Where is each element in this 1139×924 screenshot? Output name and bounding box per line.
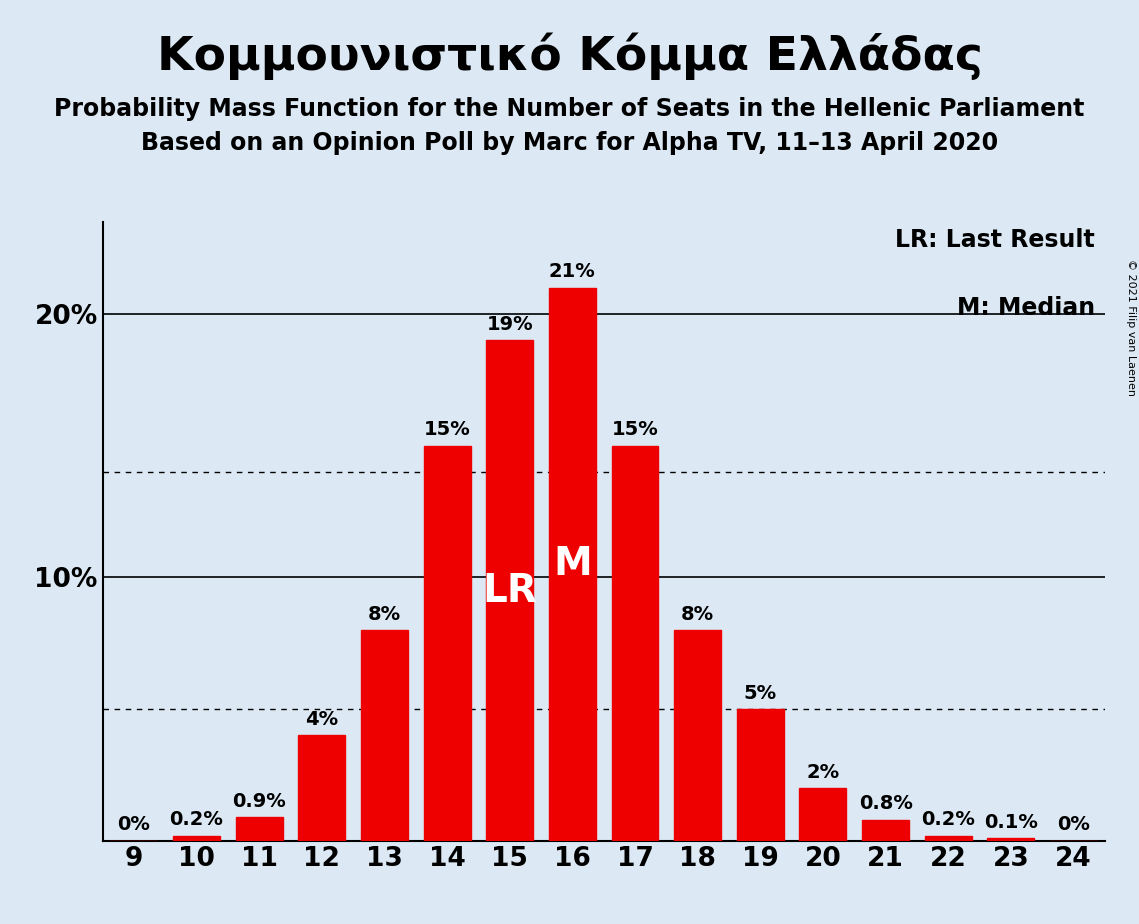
Bar (298, 736, 345, 841)
Text: 0.1%: 0.1% (984, 812, 1038, 832)
Text: 0%: 0% (1057, 815, 1090, 834)
Text: 8%: 8% (368, 604, 401, 624)
Bar (173, 835, 220, 841)
Text: M: M (552, 545, 592, 583)
Text: 5%: 5% (744, 684, 777, 702)
Text: Based on an Opinion Poll by Marc for Alpha TV, 11–13 April 2020: Based on an Opinion Poll by Marc for Alp… (141, 131, 998, 155)
Bar (612, 445, 658, 841)
Bar (737, 709, 784, 841)
Text: 2%: 2% (806, 762, 839, 782)
Text: LR: Last Result: LR: Last Result (895, 228, 1095, 252)
Bar (925, 835, 972, 841)
Text: 0.2%: 0.2% (921, 810, 975, 829)
Text: Κομμουνιστικό Κόμμα Ελλάδας: Κομμουνιστικό Κόμμα Ελλάδας (156, 32, 983, 79)
Text: 21%: 21% (549, 262, 596, 281)
Bar (674, 630, 721, 841)
Bar (361, 630, 408, 841)
Text: Probability Mass Function for the Number of Seats in the Hellenic Parliament: Probability Mass Function for the Number… (55, 97, 1084, 121)
Text: 0.8%: 0.8% (859, 795, 912, 813)
Text: 0.9%: 0.9% (232, 792, 286, 810)
Text: 15%: 15% (612, 420, 658, 439)
Text: 4%: 4% (305, 710, 338, 729)
Text: LR: LR (482, 572, 538, 610)
Text: 0%: 0% (117, 815, 150, 834)
Text: 19%: 19% (486, 315, 533, 334)
Bar (549, 287, 596, 841)
Bar (862, 820, 909, 841)
Text: M: Median: M: Median (957, 296, 1095, 320)
Text: © 2021 Filip van Laenen: © 2021 Filip van Laenen (1126, 259, 1136, 395)
Text: 0.2%: 0.2% (170, 810, 223, 829)
Bar (988, 838, 1034, 841)
Text: 8%: 8% (681, 604, 714, 624)
Bar (486, 340, 533, 841)
Bar (424, 445, 470, 841)
Bar (236, 817, 282, 841)
Text: 15%: 15% (424, 420, 470, 439)
Bar (800, 788, 846, 841)
